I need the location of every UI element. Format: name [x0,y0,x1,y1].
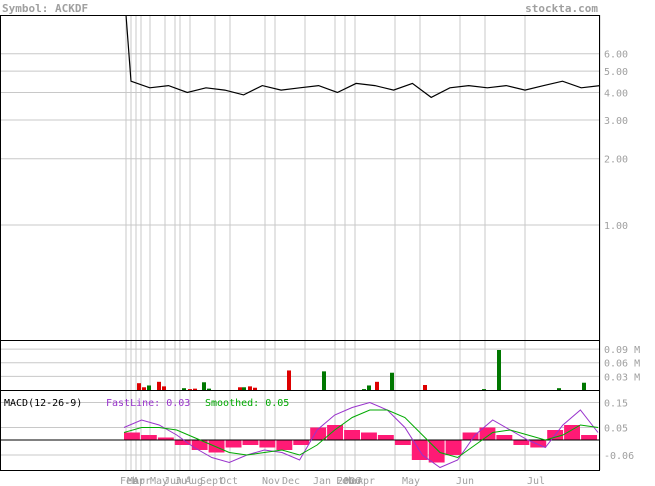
x-tick-label: Nov [262,476,280,486]
macd-histogram-bar [124,432,140,440]
macd-histogram-bar [208,440,225,453]
volume-bar-up [367,385,371,390]
macd-histogram-bar [530,440,547,448]
x-tick-label: Feb [336,476,354,486]
macd-histogram-bar [394,440,411,445]
price-tick-label: 1.00 [604,221,628,232]
volume-tick-label: 0.06 M [604,359,640,370]
macd-histogram-bar [377,435,394,440]
volume-tick-label: 0.09 M [604,345,640,356]
x-tick-label: Mar [127,476,145,486]
volume-bar-up [242,387,246,390]
macd-histogram-bar [513,440,530,445]
x-tick-label: Dec [282,476,300,486]
x-tick-label: May [402,476,420,486]
volume-bar-up [482,389,486,390]
macd-title: MACD(12-26-9) [4,398,82,409]
volume-panel: 0.09 M 0.06 M 0.03 M [0,340,640,391]
macd-histogram-bar [259,440,276,448]
macd-histogram-bar [327,425,343,440]
volume-bar-down [188,389,192,390]
macd-histogram-bar [496,435,513,440]
volume-bar-up [207,388,211,390]
volume-frame [0,340,600,391]
x-tick-label: Jun [164,476,182,486]
x-tick-label: Jun [456,476,474,486]
volume-bar-up [582,382,586,390]
x-tick-label: Feb [120,476,138,486]
x-tick-label: Mar [345,476,363,486]
macd-smoothed-line [123,409,599,459]
volume-bar-down [423,385,427,390]
x-tick-label: Jul [175,476,193,486]
volume-bar-down [253,387,257,390]
volume-bar-down [193,388,197,390]
volume-bar-up [557,388,561,390]
volume-bar-up [182,388,186,390]
volume-bar-down [248,386,252,390]
price-frame [0,15,600,341]
macd-histogram-bar [293,440,310,445]
macd-histogram-bar [174,440,191,445]
macd-histogram-bar [361,432,377,440]
volume-bar-up [202,382,206,390]
x-tick-label: Apr [357,476,375,486]
macd-histogram-bar [140,435,157,440]
macd-histogram-bar [225,440,242,448]
volume-bar-down [375,381,379,390]
x-tick-label: Aug [185,476,203,486]
volume-bar-up [497,350,501,390]
macd-histogram-bar [564,425,580,440]
x-tick-label: Apr [133,476,151,486]
symbol-label: Symbol: ACKDF [2,2,88,15]
volume-bar-up [390,372,394,390]
macd-panel: 0.15 0.05 -0.06 [0,390,634,471]
macd-histogram-bar [581,435,597,440]
volume-bar-down [137,383,141,390]
fastline-legend: FastLine: 0.03 [106,398,190,409]
volume-bar-up [322,371,326,390]
volume-tick-label: 0.03 M [604,372,640,383]
macd-histogram-bar [310,427,327,440]
volume-bar-up [362,389,366,390]
x-tick-label: Sept [200,476,224,486]
macd-histogram-bar [276,440,293,450]
macd-histogram-bar [479,427,496,440]
price-tick-label: 4.00 [604,88,628,99]
macd-frame [0,390,600,471]
volume-bar-down [287,370,291,390]
smoothed-legend: Smoothed: 0.05 [205,398,289,409]
x-tick-label: Jan 2006 [313,476,361,486]
macd-histogram-bar [242,440,259,445]
macd-histogram-bar [344,430,360,440]
price-tick-label: 6.00 [604,50,628,61]
volume-bar-down [157,381,161,390]
macd-fastline [123,401,599,469]
x-tick-label: Jul [527,476,545,486]
macd-histogram-bar [157,437,174,440]
x-tick-label: Oct [220,476,238,486]
macd-histogram-bar [445,440,462,455]
price-tick-label: 3.00 [604,116,628,127]
volume-bar-up [147,385,151,390]
x-tick-label: May [150,476,168,486]
macd-histogram-bar [462,432,479,440]
site-label: stockta.com [525,2,598,15]
price-tick-label: 5.00 [604,67,628,78]
price-line [125,14,601,99]
volume-bar-down [238,387,242,390]
volume-bar-down [162,386,166,390]
price-panel: 6.00 5.00 4.00 3.00 2.00 1.00 [0,14,628,341]
macd-tick-label: 0.05 [604,424,628,435]
volume-bar-down [142,387,146,390]
macd-tick-label: 0.15 [604,399,628,410]
macd-tick-label: -0.06 [604,451,634,462]
macd-histogram-bar [191,440,208,450]
price-tick-label: 2.00 [604,155,628,166]
